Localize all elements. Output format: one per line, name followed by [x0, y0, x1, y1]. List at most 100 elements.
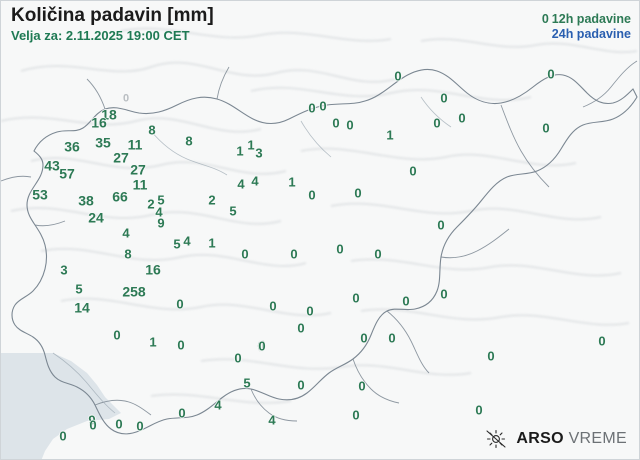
station-value: 0 — [241, 246, 249, 262]
hydrography — [52, 96, 452, 414]
station-value: 0 — [394, 68, 402, 84]
station-value: 0 — [440, 90, 448, 106]
station-value: 0 — [437, 217, 445, 233]
station-value-inactive: 0 — [122, 92, 130, 105]
station-value: 0 — [257, 338, 265, 354]
station-value: 0 — [59, 428, 67, 444]
station-value: 5 — [173, 236, 181, 252]
station-value: 0 — [234, 350, 242, 366]
regional-boundaries — [1, 60, 638, 422]
legend-row-12h: 0 12h padavine — [542, 12, 631, 27]
station-value: 0 — [258, 337, 266, 353]
station-value: 5 — [75, 281, 83, 297]
station-value: 0 — [308, 187, 316, 203]
station-value: 57 — [59, 165, 75, 182]
station-value: 1 — [247, 137, 255, 153]
station-value: 27 — [113, 149, 129, 166]
legend-row-24h: 24h padavine — [542, 27, 631, 42]
station-value: 0 — [257, 337, 265, 353]
station-value: 0 — [354, 185, 362, 201]
station-value: 0 — [332, 115, 340, 131]
adriatic-sea — [1, 353, 121, 459]
sun-cloud-icon — [486, 429, 506, 449]
station-value: 0 — [358, 378, 366, 394]
station-value: 4 — [251, 173, 259, 189]
station-value: 35 — [95, 134, 111, 151]
station-value: 1 — [236, 143, 244, 159]
station-value: 16 — [91, 114, 107, 131]
station-value: 0 — [136, 418, 144, 434]
station-value: 0 — [374, 246, 382, 262]
station-value: 0 — [177, 337, 185, 353]
station-value: 8 — [185, 133, 193, 149]
station-value: 0 — [178, 405, 186, 421]
station-value: 5 — [243, 375, 251, 391]
station-value: 8 — [148, 122, 156, 138]
legend-label-12h: 12h padavine — [551, 12, 631, 26]
station-value: 3 — [255, 145, 263, 161]
station-value: 38 — [78, 192, 94, 209]
station-value: 0 — [409, 163, 417, 179]
station-value: 66 — [112, 188, 128, 205]
station-value: 8 — [124, 246, 132, 262]
station-value: 18 — [101, 106, 117, 123]
station-value: 2 — [208, 192, 216, 208]
station-value: 0 — [115, 416, 123, 432]
station-value: 27 — [130, 161, 146, 178]
station-value: 0 — [346, 117, 354, 133]
station-value: 16 — [145, 261, 161, 278]
station-value: 0 — [258, 338, 266, 354]
station-value: 11 — [132, 176, 148, 193]
station-value: 0 — [598, 333, 606, 349]
station-value: 0 — [475, 402, 483, 418]
station-value: 0 — [297, 377, 305, 393]
legend-label-24h: 24h padavine — [551, 27, 631, 41]
station-value: 5 — [157, 192, 165, 208]
station-value: 11 — [127, 136, 143, 153]
slovenia-border — [11, 68, 638, 435]
station-value: 0 — [352, 407, 360, 423]
station-value: 0 — [176, 296, 184, 312]
station-value: 0 — [308, 100, 316, 116]
station-value: 0 — [319, 98, 327, 114]
station-value: 53 — [32, 186, 48, 203]
station-value: 9 — [88, 412, 96, 428]
station-value: 0 — [336, 241, 344, 257]
station-value: 1 — [386, 127, 394, 143]
station-value: 0 — [89, 417, 97, 433]
station-value: 0 — [290, 246, 298, 262]
station-value: 0 — [487, 348, 495, 364]
station-value: 0 — [440, 286, 448, 302]
station-value: 0 — [257, 339, 265, 355]
map-header: Količina padavin [mm] Velja za: 2.11.202… — [11, 5, 214, 44]
station-value: 4 — [183, 233, 191, 249]
station-value: 1 — [288, 174, 296, 190]
station-value: 24 — [88, 209, 104, 226]
page-title: Količina padavin [mm] — [11, 5, 214, 26]
station-value: 0 — [402, 293, 410, 309]
station-value: 1 — [208, 235, 216, 251]
station-value: 3 — [60, 262, 68, 278]
station-value: 43 — [44, 157, 60, 174]
station-value: 9 — [157, 215, 165, 231]
arso-logo: ARSO VREME — [485, 428, 627, 450]
station-value: 5 — [229, 203, 237, 219]
station-value: 4 — [122, 225, 130, 241]
station-value: 4 — [268, 412, 276, 428]
arso-wordmark: ARSO VREME — [516, 430, 627, 448]
legend-sample-value: 0 — [541, 12, 549, 26]
station-value: 0 — [297, 320, 305, 336]
station-value: 0 — [388, 330, 396, 346]
station-value: 1 — [149, 334, 157, 350]
station-value: 0 — [433, 115, 441, 131]
station-value: 0 — [306, 303, 314, 319]
station-value: 0 — [542, 120, 550, 136]
station-value: 0 — [113, 327, 121, 343]
station-value: 0 — [352, 290, 360, 306]
station-value: 4 — [214, 397, 222, 413]
station-value: 0 — [458, 110, 466, 126]
station-value: 0 — [269, 298, 277, 314]
